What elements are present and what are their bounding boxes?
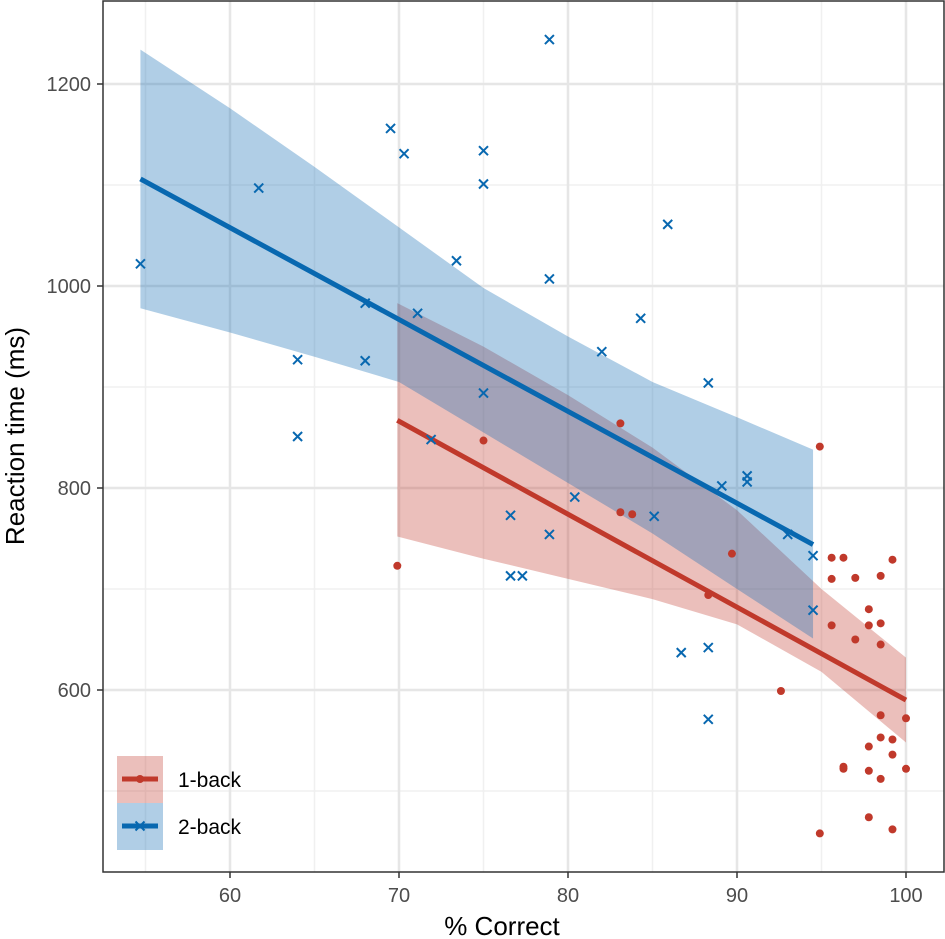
x-tick-label: 70 (388, 885, 410, 907)
point-1-back (704, 591, 713, 600)
x-tick-label: 80 (557, 885, 579, 907)
point-2-back (635, 313, 646, 324)
point-1-back (827, 574, 836, 583)
fit-line-2-back (139, 176, 815, 547)
legend-label: 1-back (178, 769, 242, 792)
point-2-back (741, 476, 753, 488)
point-2-back (596, 346, 608, 357)
x-tick-label: 100 (889, 885, 922, 907)
point-1-back (628, 510, 637, 519)
point-1-back (727, 549, 736, 558)
y-axis-ticks: 600 800 1000 1200 (47, 74, 103, 702)
point-2-back (398, 148, 410, 159)
point-1-back (876, 640, 885, 649)
point-2-back (478, 145, 489, 156)
point-1-back (888, 825, 897, 834)
x-axis-title: % Correct (444, 911, 560, 939)
plot-panel-border (102, 0, 945, 873)
point-2-back (425, 434, 437, 445)
point-2-back (807, 550, 819, 561)
point-1-back (393, 561, 402, 570)
point-2-back (253, 182, 264, 194)
point-2-back (782, 529, 793, 540)
y-axis-title: Reaction time (ms) (0, 327, 30, 545)
point-2-back (544, 34, 555, 45)
y-tick-label: 600 (58, 680, 91, 702)
y-tick-label: 800 (58, 478, 91, 500)
fit-line-1-back (396, 418, 908, 703)
point-2-back (807, 605, 819, 616)
point-1-back (864, 766, 873, 775)
point-2-back (716, 480, 727, 492)
point-2-back (517, 570, 528, 582)
point-1-back (864, 605, 873, 614)
point-1-back (864, 742, 873, 751)
point-1-back (888, 750, 897, 759)
point-2-back (292, 354, 303, 365)
point-1-back (616, 508, 625, 517)
point-2-back (359, 297, 371, 309)
point-2-back (569, 491, 580, 503)
point-2-back (385, 123, 396, 134)
point-1-back (876, 571, 885, 580)
data-points (135, 34, 910, 838)
point-1-back (827, 621, 836, 630)
point-2-back (703, 714, 714, 725)
point-1-back (479, 436, 488, 445)
point-2-back (451, 255, 462, 266)
point-1-back (876, 619, 885, 628)
point-1-back (876, 774, 885, 783)
point-2-back (544, 529, 555, 540)
fit-lines (139, 176, 908, 703)
point-2-back (505, 510, 516, 521)
x-axis-ticks: 60 70 80 90 100 (219, 872, 923, 907)
x-tick-label: 90 (726, 885, 748, 907)
point-1-back (876, 733, 885, 742)
grid-lines (103, 1, 944, 872)
point-1-back (864, 813, 873, 822)
point-2-back (359, 355, 371, 366)
legend-label: 2-back (178, 816, 242, 839)
y-tick-label: 1000 (47, 276, 92, 298)
point-1-back (902, 764, 910, 773)
point-1-back (888, 555, 897, 564)
point-1-back (851, 573, 860, 582)
point-2-back (292, 431, 303, 442)
point-1-back (827, 553, 836, 562)
point-2-back (135, 258, 146, 269)
point-1-back (815, 442, 824, 451)
point-2-back (662, 219, 673, 230)
x-tick-label: 60 (219, 885, 241, 907)
point-1-back (864, 621, 873, 630)
legend-marker-2-back (134, 820, 146, 832)
legend: 1-back 2-back (117, 756, 242, 850)
point-2-back (478, 178, 489, 190)
ribbon-2-back (140, 49, 814, 639)
point-2-back (648, 511, 660, 522)
point-1-back (815, 829, 824, 838)
point-1-back (888, 735, 897, 744)
point-2-back (478, 387, 489, 399)
point-2-back (412, 308, 423, 319)
point-2-back (703, 642, 714, 653)
point-1-back (616, 419, 625, 428)
point-1-back (839, 764, 848, 773)
point-1-back (902, 714, 910, 723)
legend-marker-1-back (136, 775, 144, 783)
point-2-back (676, 647, 687, 658)
y-tick-label: 1200 (47, 74, 92, 96)
point-2-back (505, 570, 516, 582)
point-2-back (703, 377, 714, 389)
point-1-back (839, 553, 848, 562)
point-1-back (776, 687, 785, 696)
point-1-back (876, 711, 885, 720)
point-1-back (851, 635, 860, 644)
point-2-back (544, 273, 555, 285)
